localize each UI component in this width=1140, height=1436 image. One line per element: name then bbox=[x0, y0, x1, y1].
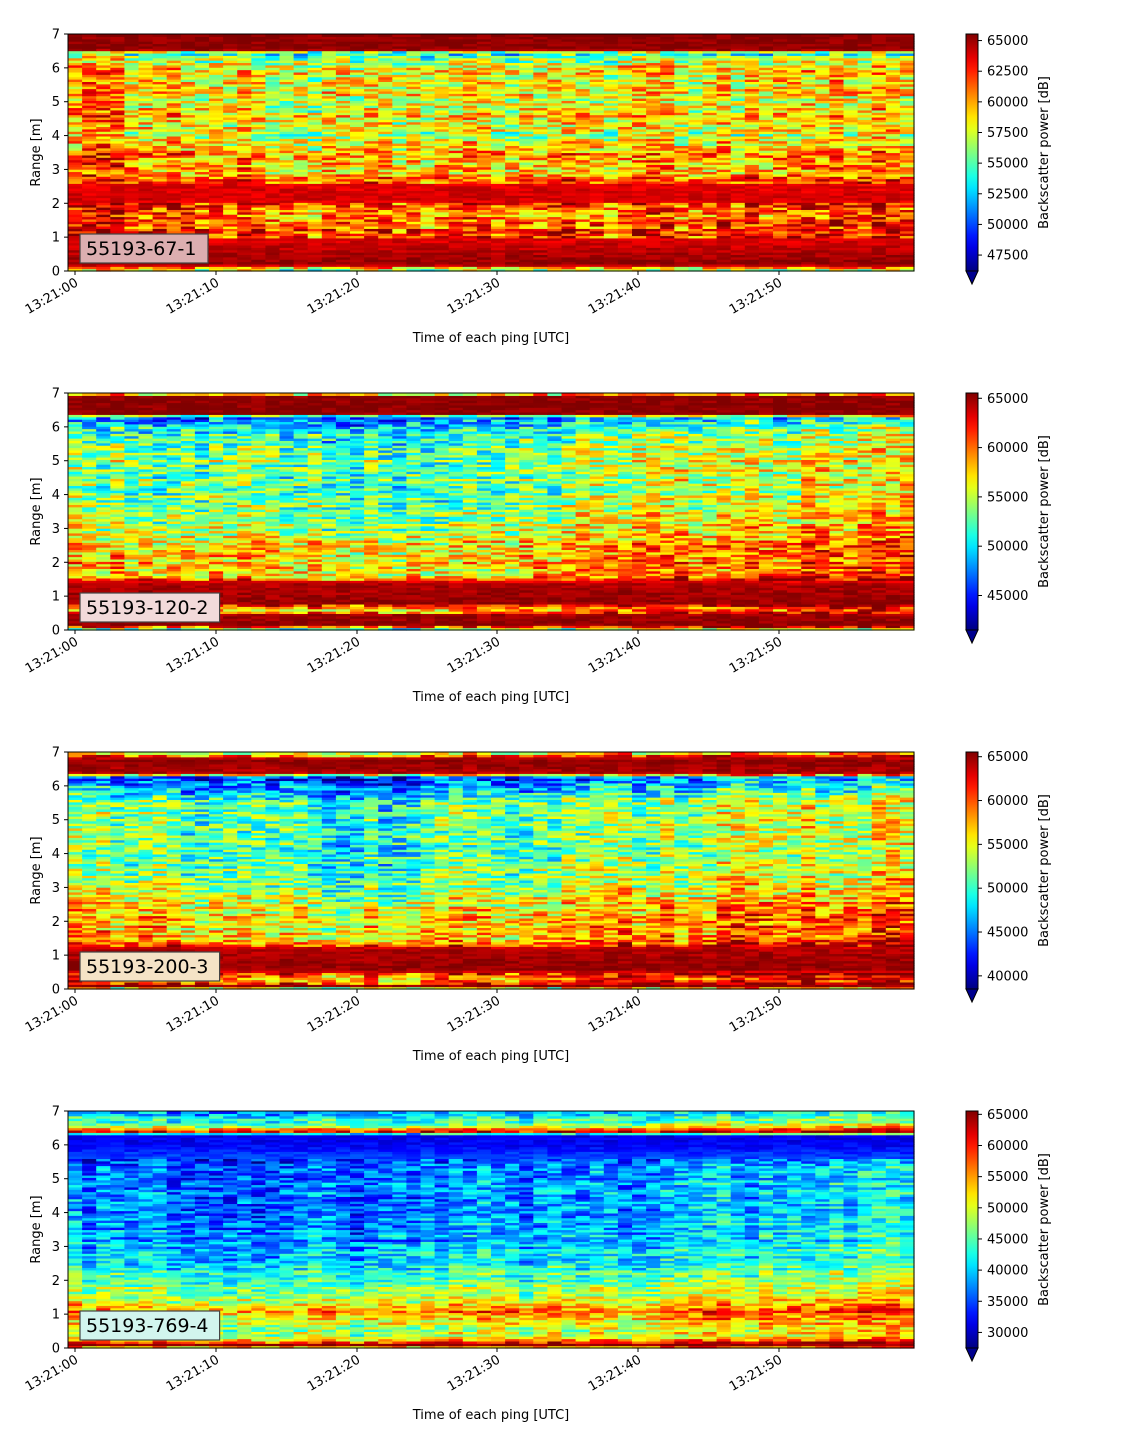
panel-1: 0123456713:21:00 13:21:10 13:21:20 13:21:30… bbox=[23, 28, 1052, 347]
